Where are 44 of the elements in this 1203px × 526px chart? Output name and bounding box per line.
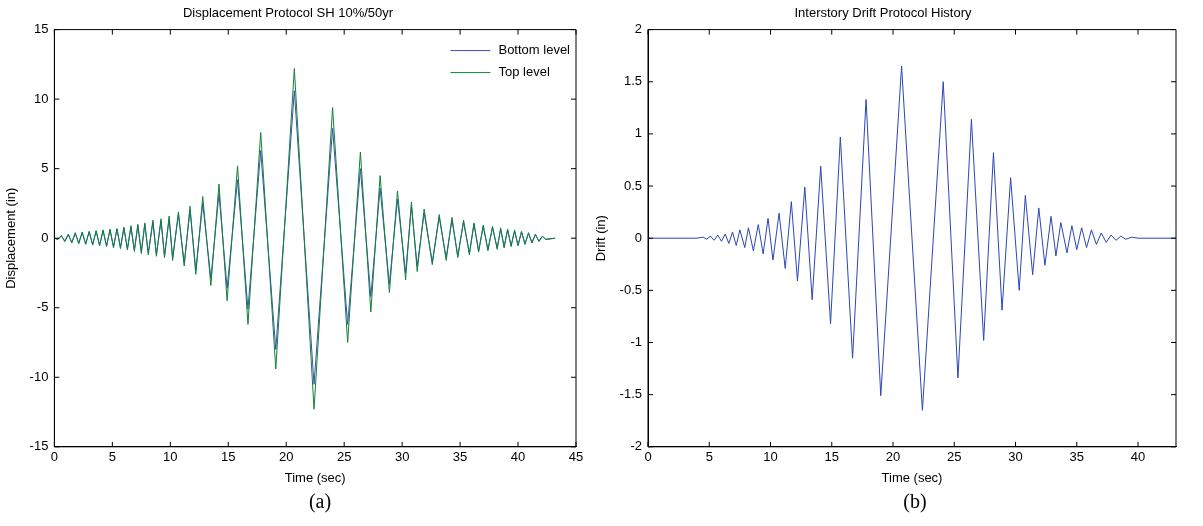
x-tick-label: 5: [705, 449, 713, 465]
y-tick-label: -15: [29, 438, 49, 454]
x-tick-label: 40: [510, 449, 526, 465]
x-tick-label: 20: [885, 449, 901, 465]
x-tick-label: 40: [1130, 449, 1146, 465]
x-tick-label: 30: [394, 449, 410, 465]
x-tick-label: 20: [278, 449, 294, 465]
x-tick-label: 25: [336, 449, 352, 465]
x-tick-label: 0: [644, 449, 652, 465]
chart-title: Displacement Protocol SH 10%/50yr: [182, 5, 394, 21]
x-tick-label: 5: [108, 449, 116, 465]
y-axis-title: Displacement (in): [3, 187, 19, 289]
y-tick-label: 0: [634, 229, 642, 245]
y-tick-label: -1.5: [619, 386, 642, 402]
y-tick-label: 15: [33, 21, 49, 37]
x-tick-label: 30: [1008, 449, 1023, 465]
text: (a): [307, 490, 333, 513]
x-tick-label: 45: [568, 449, 584, 465]
x-tick-label: 10: [763, 449, 778, 465]
x-tick-label: 35: [1069, 449, 1084, 465]
x-tick-label: 35: [452, 449, 468, 465]
y-tick-label: 0.5: [623, 177, 642, 193]
x-tick-label: 15: [824, 449, 839, 465]
y-tick-label: 10: [33, 90, 49, 106]
x-axis-title: Time (sec): [284, 469, 346, 485]
text: (b): [902, 490, 928, 513]
y-tick-label: 5: [41, 160, 49, 176]
x-axis-title: Time (sec): [881, 469, 943, 485]
y-tick-label: 2: [634, 21, 642, 37]
chart-title: Interstory Drift Protocol History: [794, 5, 972, 21]
x-tick-label: 25: [947, 449, 962, 465]
y-tick-label: -1: [630, 334, 642, 350]
y-tick-label: -10: [29, 368, 49, 384]
x-tick-label: 10: [163, 449, 178, 465]
y-tick-label: 0: [41, 229, 49, 245]
y-tick-label: -0.5: [619, 281, 642, 297]
legend-label: Top level: [498, 64, 550, 80]
y-tick-label: -5: [36, 299, 49, 315]
y-tick-label: -2: [630, 438, 642, 454]
y-tick-label: 1: [634, 125, 642, 141]
x-tick-label: 15: [221, 449, 236, 465]
legend-label: Bottom level: [498, 42, 571, 58]
y-axis-title: Drift (in): [593, 215, 609, 262]
y-tick-label: 1.5: [623, 73, 642, 89]
